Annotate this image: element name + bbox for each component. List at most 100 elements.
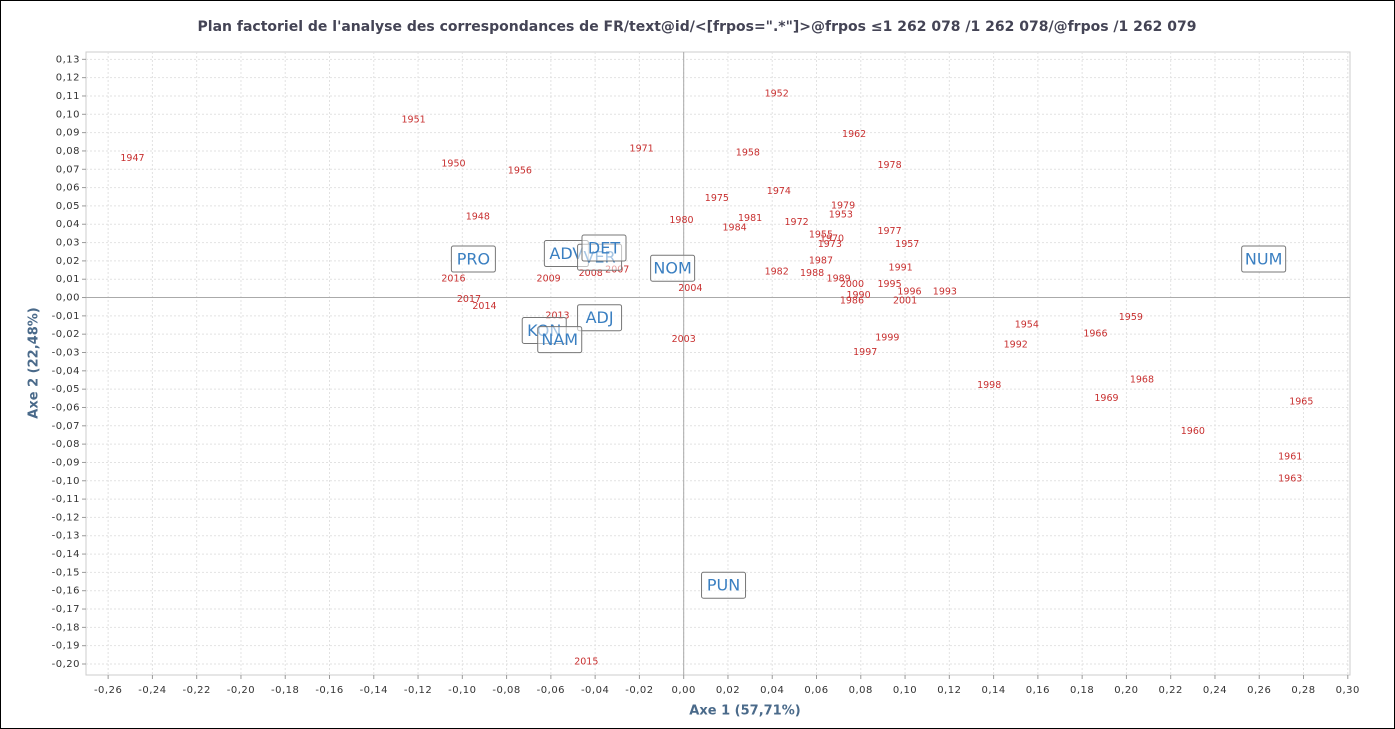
y-tick-label: -0,09	[52, 457, 80, 468]
point-label: 1969	[1094, 393, 1118, 404]
y-tick-label: -0,07	[52, 421, 80, 432]
point-label: 2016	[441, 274, 465, 285]
point-label: 1984	[723, 222, 747, 233]
point-label: 1981	[738, 213, 762, 224]
y-tick-label: 0,01	[56, 274, 80, 285]
point-box	[581, 234, 627, 262]
x-tick-label: -0,02	[625, 685, 653, 696]
point-label: 1974	[767, 186, 791, 197]
point-label: 1971	[630, 144, 654, 155]
point-label: 1959	[1119, 312, 1143, 323]
x-tick-label: -0,18	[271, 685, 299, 696]
point-label: 2001	[893, 296, 917, 307]
point-label: PUN	[707, 576, 740, 595]
point-label: 2009	[537, 274, 561, 285]
point-label: 1953	[829, 210, 853, 221]
y-tick-label: 0,03	[56, 238, 80, 249]
x-tick-label: -0,24	[138, 685, 166, 696]
plot-area	[85, 51, 1351, 676]
point-label: 1951	[402, 114, 426, 125]
point-label: ADV	[549, 244, 583, 263]
point-box	[650, 254, 696, 282]
point-box	[701, 571, 747, 599]
point-box	[537, 326, 583, 354]
x-tick-label: -0,22	[182, 685, 210, 696]
y-tick-label: -0,15	[52, 567, 80, 578]
x-tick-label: 0,30	[1336, 685, 1360, 696]
y-tick-label: 0,00	[56, 293, 80, 304]
point-label: 1975	[705, 193, 729, 204]
point-label: 1986	[840, 296, 864, 307]
y-tick-label: 0,04	[56, 219, 80, 230]
point-label: 1957	[895, 239, 919, 250]
point-label: 1977	[877, 226, 901, 237]
y-tick-label: -0,01	[52, 311, 80, 322]
point-box	[1241, 245, 1287, 273]
x-tick-label: 0,02	[716, 685, 740, 696]
x-tick-label: 0,14	[981, 685, 1005, 696]
point-label: NOM	[653, 259, 691, 278]
y-tick-label: -0,20	[52, 659, 80, 670]
point-label: 2013	[545, 310, 569, 321]
y-tick-label: 0,09	[56, 128, 80, 139]
y-tick-label: 0,02	[56, 256, 80, 267]
point-label: 1987	[809, 255, 833, 266]
y-tick-label: -0,19	[52, 641, 80, 652]
y-tick-label: -0,03	[52, 348, 80, 359]
point-label: 1997	[853, 347, 877, 358]
point-label: 1970	[820, 233, 844, 244]
point-label: 1954	[1015, 320, 1039, 331]
point-label: 1950	[441, 158, 465, 169]
point-label: 1962	[842, 129, 866, 140]
point-label: 1992	[1004, 340, 1028, 351]
x-tick-label: 0,08	[849, 685, 873, 696]
point-label: 1952	[765, 89, 789, 100]
point-label: 1998	[977, 380, 1001, 391]
y-axis-label: Axe 2 (22,48%)	[27, 307, 42, 418]
x-tick-label: 0,28	[1291, 685, 1315, 696]
point-label: 1980	[669, 215, 693, 226]
point-label: 2017	[457, 294, 481, 305]
y-tick-label: -0,16	[52, 586, 80, 597]
point-label: ADJ	[586, 308, 614, 327]
point-label: 1982	[765, 266, 789, 277]
point-label: 2014	[472, 301, 496, 312]
y-tick-label: 0,05	[56, 201, 80, 212]
point-label: 2015	[574, 657, 598, 668]
x-tick-label: -0,04	[581, 685, 609, 696]
point-label: 1955	[809, 230, 833, 241]
point-label: 2003	[672, 334, 696, 345]
point-label: 1968	[1130, 374, 1154, 385]
y-tick-label: -0,12	[52, 512, 80, 523]
y-tick-label: -0,06	[52, 402, 80, 413]
point-label: 1988	[800, 268, 824, 279]
point-label: 1972	[784, 217, 808, 228]
x-tick-label: -0,10	[448, 685, 476, 696]
point-label: NAM	[541, 330, 578, 349]
x-tick-label: 0,10	[893, 685, 917, 696]
x-axis-label: Axe 1 (57,71%)	[689, 704, 800, 719]
y-tick-label: -0,18	[52, 622, 80, 633]
point-label: 2004	[678, 283, 702, 294]
x-tick-label: 0,12	[937, 685, 961, 696]
point-label: 1990	[846, 290, 870, 301]
point-label: NUM	[1245, 250, 1282, 269]
y-tick-label: -0,10	[52, 476, 80, 487]
point-label: 1996	[897, 287, 921, 298]
point-box	[577, 304, 623, 332]
x-tick-label: 0,16	[1026, 685, 1050, 696]
y-tick-label: -0,02	[52, 329, 80, 340]
x-tick-label: 0,04	[760, 685, 784, 696]
point-label: 1999	[875, 332, 899, 343]
y-tick-label: 0,06	[56, 183, 80, 194]
point-box	[450, 245, 496, 273]
y-tick-label: -0,05	[52, 384, 80, 395]
point-label: 1947	[120, 153, 144, 164]
point-label: 1958	[736, 147, 760, 158]
y-tick-label: 0,12	[56, 73, 80, 84]
point-label: 1991	[889, 263, 913, 274]
x-tick-label: 0,26	[1247, 685, 1271, 696]
chart-title: Plan factoriel de l'analyse des correspo…	[198, 19, 1197, 35]
point-label: 1995	[877, 279, 901, 290]
x-tick-label: -0,20	[227, 685, 255, 696]
